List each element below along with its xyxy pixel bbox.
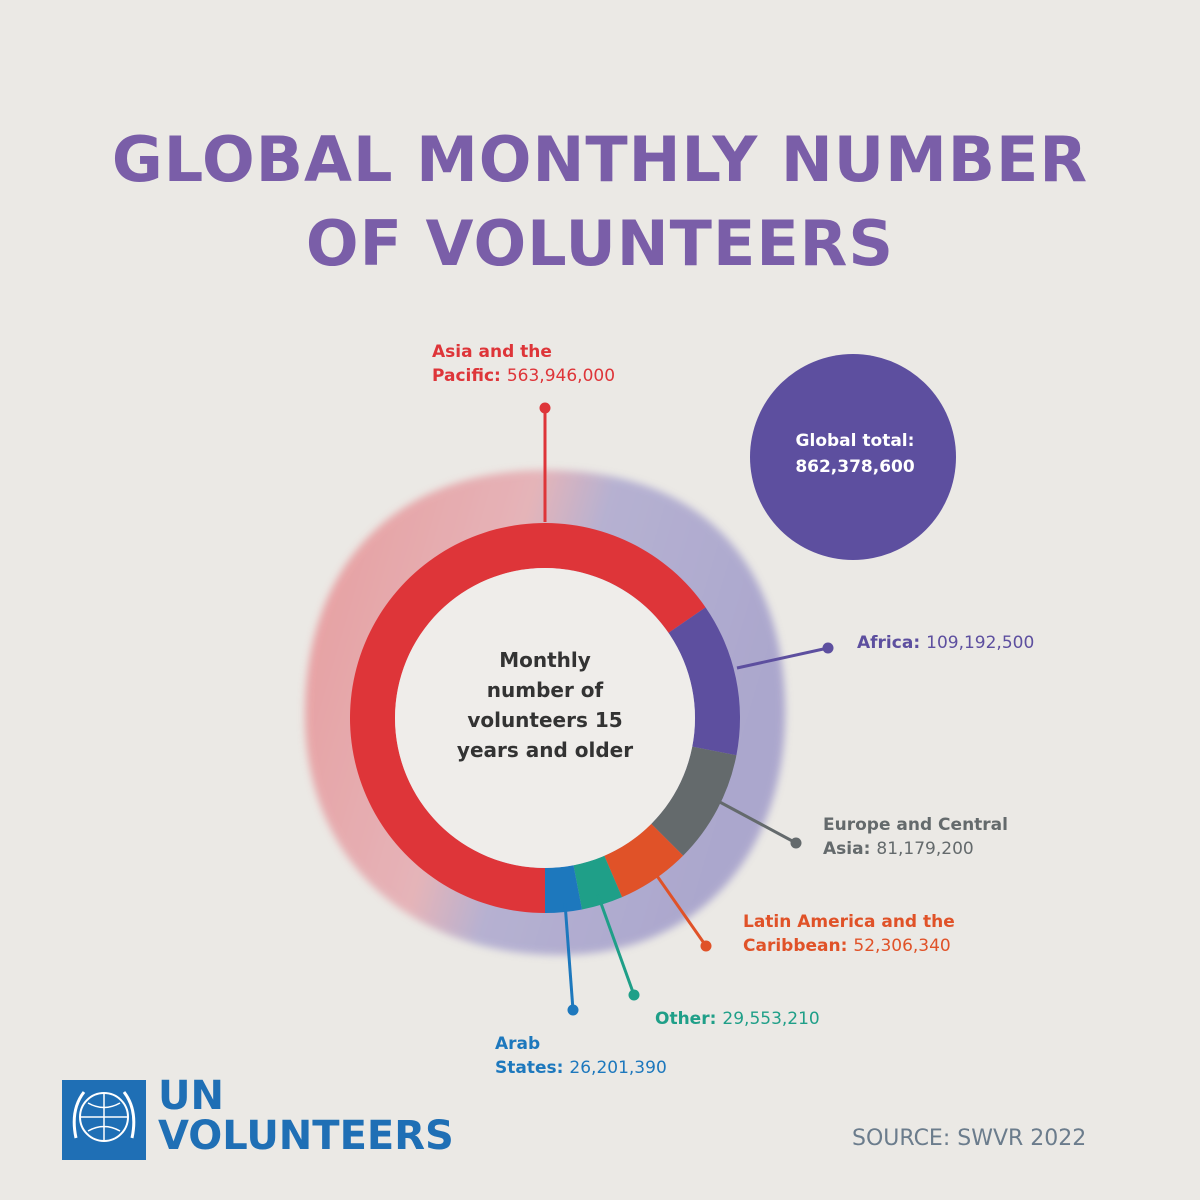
segment-label: Asia and the Pacific: 563,946,000 [432,340,692,388]
logo-line: UN [158,1073,224,1119]
category-label: Other: [655,1009,717,1029]
segment-label: Other: 29,553,210 [655,1007,915,1031]
donut-segment [668,607,741,756]
leader-dot [822,642,834,654]
value-label: 29,553,210 [722,1009,820,1029]
value-label: 81,179,200 [876,839,974,859]
leader-line [736,646,829,670]
category-label: Latin America and the Caribbean: [743,912,955,956]
segment-label: Latin America and the Caribbean: 52,306,3… [743,910,983,958]
segment-label: Arab States: 26,201,390 [495,1032,667,1080]
logo: UN VOLUNTEERS [158,1076,454,1156]
leader-dot [790,837,802,849]
donut-segment [604,823,684,898]
donut-segment [651,746,737,856]
logo-globe-lines [80,1093,128,1141]
total-box: Global total: 862,378,600 [760,428,950,480]
total-value: 862,378,600 [795,457,915,477]
value-label: 109,192,500 [926,633,1035,653]
leader-dot [628,989,640,1001]
category-label: Europe and Central Asia: [823,815,1008,859]
leader-dot [700,940,712,952]
category-label: Arab States: [495,1034,564,1078]
segment-label: Africa: 109,192,500 [857,631,1177,655]
value-label: 52,306,340 [853,936,951,956]
leader-line [563,902,575,1011]
leader-dot [567,1004,579,1016]
total-label: Global total: [795,431,915,451]
leader-line [653,872,708,947]
donut-segment [573,855,623,910]
donut-segment [545,865,582,914]
value-label: 26,201,390 [569,1058,667,1078]
leader-dot [539,402,551,414]
leader-line [715,798,797,845]
center-label: Monthly number of volunteers 15 years an… [456,648,634,762]
segment-label: Europe and Central Asia: 81,179,200 [823,813,1063,861]
category-label: Africa: [857,633,921,653]
leader-line [596,894,636,996]
logo-laurel [72,1091,136,1139]
logo-line: VOLUNTEERS [158,1113,454,1159]
value-label: 563,946,000 [506,366,616,386]
category-label: Asia and the Pacific: [432,342,552,386]
donut-hole [395,568,695,868]
chart-title: GLOBAL MONTHLY NUMBER OF VOLUNTEERS [111,123,1089,280]
source: SOURCE: SWVR 2022 [852,1126,1087,1151]
total-circle [750,354,956,560]
